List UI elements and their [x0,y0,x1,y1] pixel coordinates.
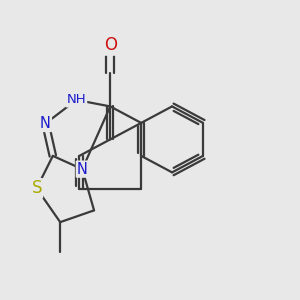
Text: N: N [77,162,88,177]
Text: O: O [104,37,117,55]
Text: NH: NH [67,93,86,106]
Text: S: S [32,179,42,197]
Text: N: N [40,116,51,131]
